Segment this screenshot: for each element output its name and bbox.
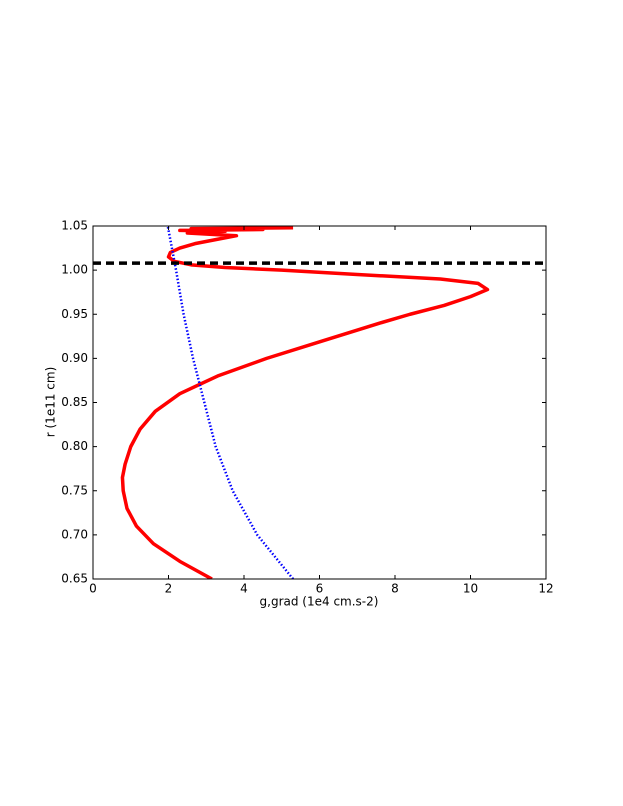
y-tick-label: 1.00 — [61, 263, 88, 277]
y-tick-label: 0.75 — [61, 483, 88, 497]
series-line — [166, 226, 295, 579]
y-tick-label: 1.05 — [61, 219, 88, 233]
x-tick-label: 0 — [89, 582, 97, 596]
x-tick-label: 8 — [391, 582, 399, 596]
x-tick-label: 6 — [316, 582, 324, 596]
y-tick-label: 0.80 — [61, 439, 88, 453]
x-tick-label: 10 — [463, 582, 478, 596]
y-tick-label: 0.90 — [61, 351, 88, 365]
y-axis-label: r (1e11 cm) — [44, 367, 58, 438]
y-tick-label: 0.85 — [61, 395, 88, 409]
series-line — [120, 226, 490, 579]
x-tick-label: 12 — [538, 582, 553, 596]
y-tick-label: 0.95 — [61, 307, 88, 321]
y-tick-label: 0.65 — [61, 572, 88, 586]
plot-frame — [92, 225, 547, 580]
x-tick-label: 2 — [165, 582, 173, 596]
y-tick-label: 0.70 — [61, 527, 88, 541]
x-tick-label: 4 — [240, 582, 248, 596]
x-axis-label: g,grad (1e4 cm.s-2) — [260, 595, 379, 609]
